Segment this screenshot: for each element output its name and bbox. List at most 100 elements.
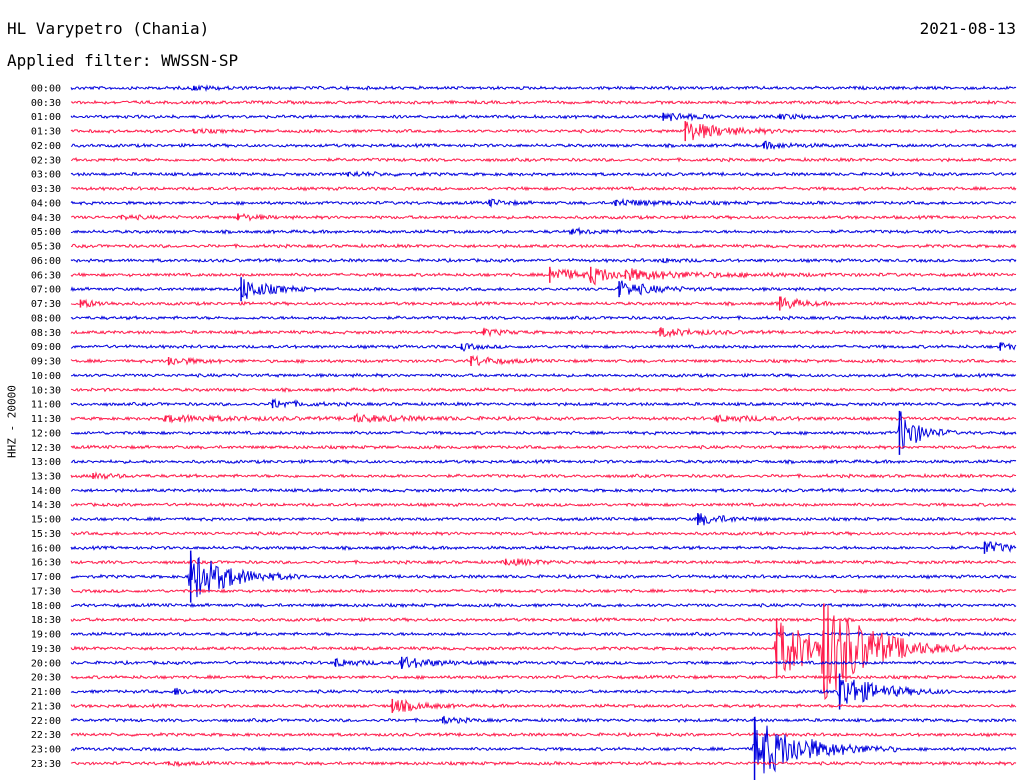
- row-label: 23:30: [31, 759, 61, 770]
- row-label: 08:30: [31, 328, 61, 339]
- row-label: 16:00: [31, 543, 61, 554]
- row-label: 10:00: [31, 371, 61, 382]
- row-label: 18:30: [31, 615, 61, 626]
- row-label: 02:30: [31, 155, 61, 166]
- trace-row: [70, 557, 1017, 567]
- date-label: 2021-08-13: [919, 19, 1016, 38]
- row-label: 18:00: [31, 601, 61, 612]
- trace-row: [70, 386, 1017, 393]
- trace-row: [70, 327, 1017, 339]
- trace-row: [70, 553, 1017, 598]
- row-label: 12:00: [31, 428, 61, 439]
- trace-row: [70, 84, 1017, 93]
- row-label: 13:00: [31, 457, 61, 468]
- row-label: 03:00: [31, 170, 61, 181]
- trace-row: [70, 268, 1017, 286]
- trace-row: [70, 656, 1017, 669]
- trace-row: [70, 185, 1017, 192]
- trace-row: [70, 354, 1017, 367]
- trace-row: [70, 630, 1017, 637]
- row-label: 21:00: [31, 687, 61, 698]
- row-label: 11:30: [31, 414, 61, 425]
- trace-row: [70, 444, 1017, 451]
- row-label: 04:30: [31, 213, 61, 224]
- trace-row: [70, 530, 1017, 537]
- row-label: 22:00: [31, 716, 61, 727]
- trace-row: [70, 540, 1017, 553]
- row-label: 00:30: [31, 98, 61, 109]
- trace-row: [70, 487, 1017, 494]
- trace-row: [70, 502, 1017, 508]
- row-label: 06:30: [31, 270, 61, 281]
- trace-row: [70, 242, 1017, 250]
- trace-row: [70, 341, 1017, 352]
- trace-row: [70, 212, 1017, 222]
- trace-row: [70, 121, 1017, 141]
- row-label: 19:30: [31, 644, 61, 655]
- trace-row: [70, 674, 1017, 681]
- trace-row: [70, 458, 1017, 465]
- row-label: 14:30: [31, 500, 61, 511]
- row-label: 20:30: [31, 673, 61, 684]
- trace-row: [70, 760, 1017, 768]
- trace-row: [70, 279, 1017, 299]
- row-label: 17:00: [31, 572, 61, 583]
- row-label: 07:30: [31, 299, 61, 310]
- trace-row: [70, 412, 1017, 424]
- trace-row: [70, 314, 1017, 321]
- row-label: 08:00: [31, 313, 61, 324]
- row-label: 05:30: [31, 242, 61, 253]
- trace-row: [71, 372, 1017, 379]
- row-label: 13:30: [31, 471, 61, 482]
- row-label: 21:30: [31, 701, 61, 712]
- row-label: 15:00: [31, 515, 61, 526]
- row-label: 20:00: [31, 658, 61, 669]
- row-label: 07:00: [31, 285, 61, 296]
- trace-row: [70, 731, 1017, 738]
- row-label: 02:00: [31, 141, 61, 152]
- trace-row: [70, 587, 1017, 594]
- trace-row: [70, 715, 1017, 726]
- row-label: 05:00: [31, 227, 61, 238]
- row-label: 09:30: [31, 357, 61, 368]
- trace-row: [70, 616, 1017, 623]
- row-label: 16:30: [31, 558, 61, 569]
- trace-row: [70, 156, 1017, 163]
- row-label: 22:30: [31, 730, 61, 741]
- row-label: 19:00: [31, 630, 61, 641]
- trace-row: [70, 411, 1017, 450]
- trace-row: [70, 112, 1017, 122]
- row-label: 15:30: [31, 529, 61, 540]
- row-label: 09:00: [31, 342, 61, 353]
- trace-row: [70, 140, 1017, 150]
- trace-row: [70, 99, 1017, 106]
- row-label: 10:30: [31, 385, 61, 396]
- trace-row: [70, 602, 1017, 609]
- trace-row: [70, 296, 1017, 310]
- trace-row: [70, 226, 1017, 236]
- row-label: 11:00: [31, 400, 61, 411]
- row-label: 14:00: [31, 486, 61, 497]
- row-label: 01:00: [31, 112, 61, 123]
- row-label: 17:30: [31, 586, 61, 597]
- station-title: HL Varypetro (Chania): [7, 19, 210, 38]
- trace-row: [70, 716, 1017, 774]
- trace-row: [70, 197, 1017, 209]
- row-label: 03:30: [31, 184, 61, 195]
- row-label: 12:30: [31, 443, 61, 454]
- trace-row: [70, 471, 1017, 481]
- trace-row: [70, 170, 1017, 178]
- trace-row: [70, 397, 1017, 409]
- row-label: 01:30: [31, 127, 61, 138]
- row-label: 04:00: [31, 198, 61, 209]
- trace-row: [70, 257, 1017, 264]
- filter-label: Applied filter: WWSSN-SP: [7, 51, 239, 70]
- trace-row: [70, 698, 1017, 713]
- trace-row: [70, 605, 1017, 701]
- trace-row: [70, 513, 1017, 526]
- row-label: 00:00: [31, 84, 61, 95]
- row-label: 23:00: [31, 745, 61, 756]
- trace-row: [70, 679, 1017, 706]
- row-label: 06:00: [31, 256, 61, 267]
